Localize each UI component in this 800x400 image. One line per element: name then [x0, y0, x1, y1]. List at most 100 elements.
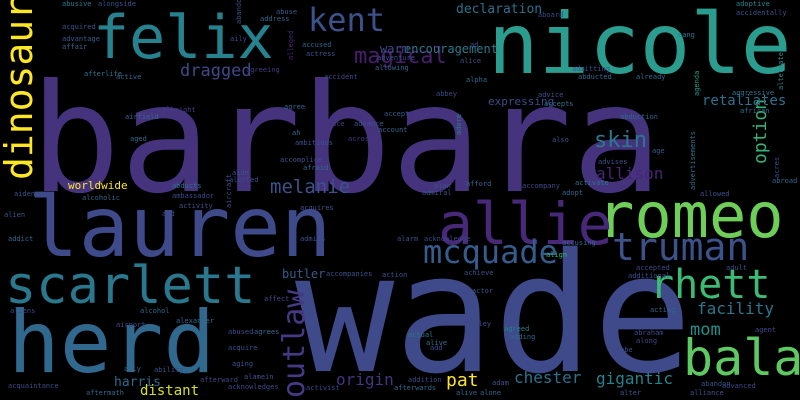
word: action — [382, 271, 408, 279]
word: accomplice — [280, 156, 323, 164]
word: actress — [306, 50, 336, 58]
word: aged — [130, 135, 147, 143]
word: ad — [470, 41, 479, 49]
word: advantage — [62, 35, 100, 43]
word: agreeing — [246, 66, 280, 74]
word: afterward — [200, 376, 238, 384]
word: kent — [308, 1, 386, 39]
word: afterlife — [84, 70, 122, 78]
word: agenda — [693, 70, 701, 96]
word: already — [636, 73, 666, 81]
word: abbey — [436, 90, 458, 98]
word: truman — [612, 225, 750, 269]
word: abusive — [62, 0, 92, 8]
word: admiral — [422, 189, 452, 197]
word: also — [552, 136, 569, 144]
word: abandon — [701, 380, 731, 388]
word: alice — [460, 57, 482, 65]
word: abraham — [634, 329, 664, 337]
word: butler — [282, 267, 326, 281]
word: felix — [93, 3, 274, 73]
word: alley — [470, 320, 492, 328]
word: melanie — [270, 176, 351, 198]
word: acting — [650, 306, 676, 314]
word: ace — [332, 120, 345, 128]
word: allie — [438, 190, 613, 258]
word: aliens — [10, 307, 36, 315]
word: age — [652, 147, 665, 155]
word: acquaintance — [8, 382, 59, 390]
word: accompanies — [326, 270, 373, 278]
word: ability — [154, 366, 184, 374]
word: bala — [683, 329, 800, 387]
word: alexander — [176, 317, 214, 325]
word: expressing — [488, 95, 555, 108]
word: advice — [538, 91, 564, 99]
word: accepted — [636, 264, 670, 272]
word: afraid — [303, 164, 329, 172]
word: alcohol — [140, 307, 170, 315]
word: activity — [179, 202, 213, 210]
word: albright — [162, 106, 196, 114]
word: agrees — [254, 328, 280, 336]
word: addict — [8, 235, 34, 243]
word: alleged — [287, 30, 295, 60]
word: worldwide — [68, 179, 128, 192]
word: active — [116, 73, 142, 81]
word: encouragement — [404, 42, 498, 56]
word: barbara — [30, 53, 663, 227]
word: origin — [336, 370, 394, 389]
word: herd — [8, 293, 216, 393]
word: afford — [466, 180, 492, 188]
word: advanced — [722, 382, 756, 390]
word: address — [260, 15, 290, 23]
word: activist — [306, 384, 340, 392]
word: adventure — [377, 54, 415, 62]
word: advises — [598, 158, 628, 166]
word: acquire — [228, 344, 258, 352]
word: abuse — [276, 8, 298, 16]
word: adam — [492, 379, 509, 387]
word: acknowledge — [424, 235, 471, 243]
word: allison — [596, 164, 664, 183]
word: harris — [114, 375, 161, 390]
word: abroad — [772, 177, 798, 185]
word: aircraft — [225, 174, 233, 208]
word: allowing — [375, 64, 409, 72]
word: additional — [628, 272, 671, 280]
word: adore — [455, 113, 463, 135]
word: adult — [726, 264, 748, 272]
word: aboard — [538, 11, 564, 19]
word: alien — [4, 211, 26, 219]
word: ambassador — [172, 192, 215, 200]
word: gigantic — [596, 369, 674, 388]
word: allowed — [700, 190, 730, 198]
word: adopt — [562, 189, 584, 197]
word: alerted — [229, 176, 259, 184]
word: admits — [300, 235, 326, 243]
word: accidentally — [736, 9, 787, 17]
word: affect — [264, 295, 290, 303]
word: wade — [295, 218, 693, 400]
word: add — [430, 344, 443, 352]
word: retaliates — [702, 93, 787, 109]
word: alcoholic — [82, 194, 120, 202]
word: chester — [514, 368, 582, 387]
word: advertisements — [689, 130, 697, 190]
word: rhett — [650, 262, 771, 308]
word: afterwards — [394, 384, 437, 392]
word: acres — [773, 156, 781, 178]
word: aiden — [14, 190, 36, 198]
word: airfield — [125, 113, 159, 121]
word: dinosaur — [0, 0, 41, 180]
word: outlaw — [277, 289, 312, 398]
word: addition — [408, 376, 442, 384]
word: ambitious — [295, 139, 333, 147]
word: actor — [472, 287, 494, 295]
word: romeo — [597, 179, 784, 252]
word: ah — [292, 129, 301, 137]
word: dragged — [180, 61, 252, 81]
word: abe — [620, 346, 633, 354]
word: adding — [510, 333, 536, 341]
